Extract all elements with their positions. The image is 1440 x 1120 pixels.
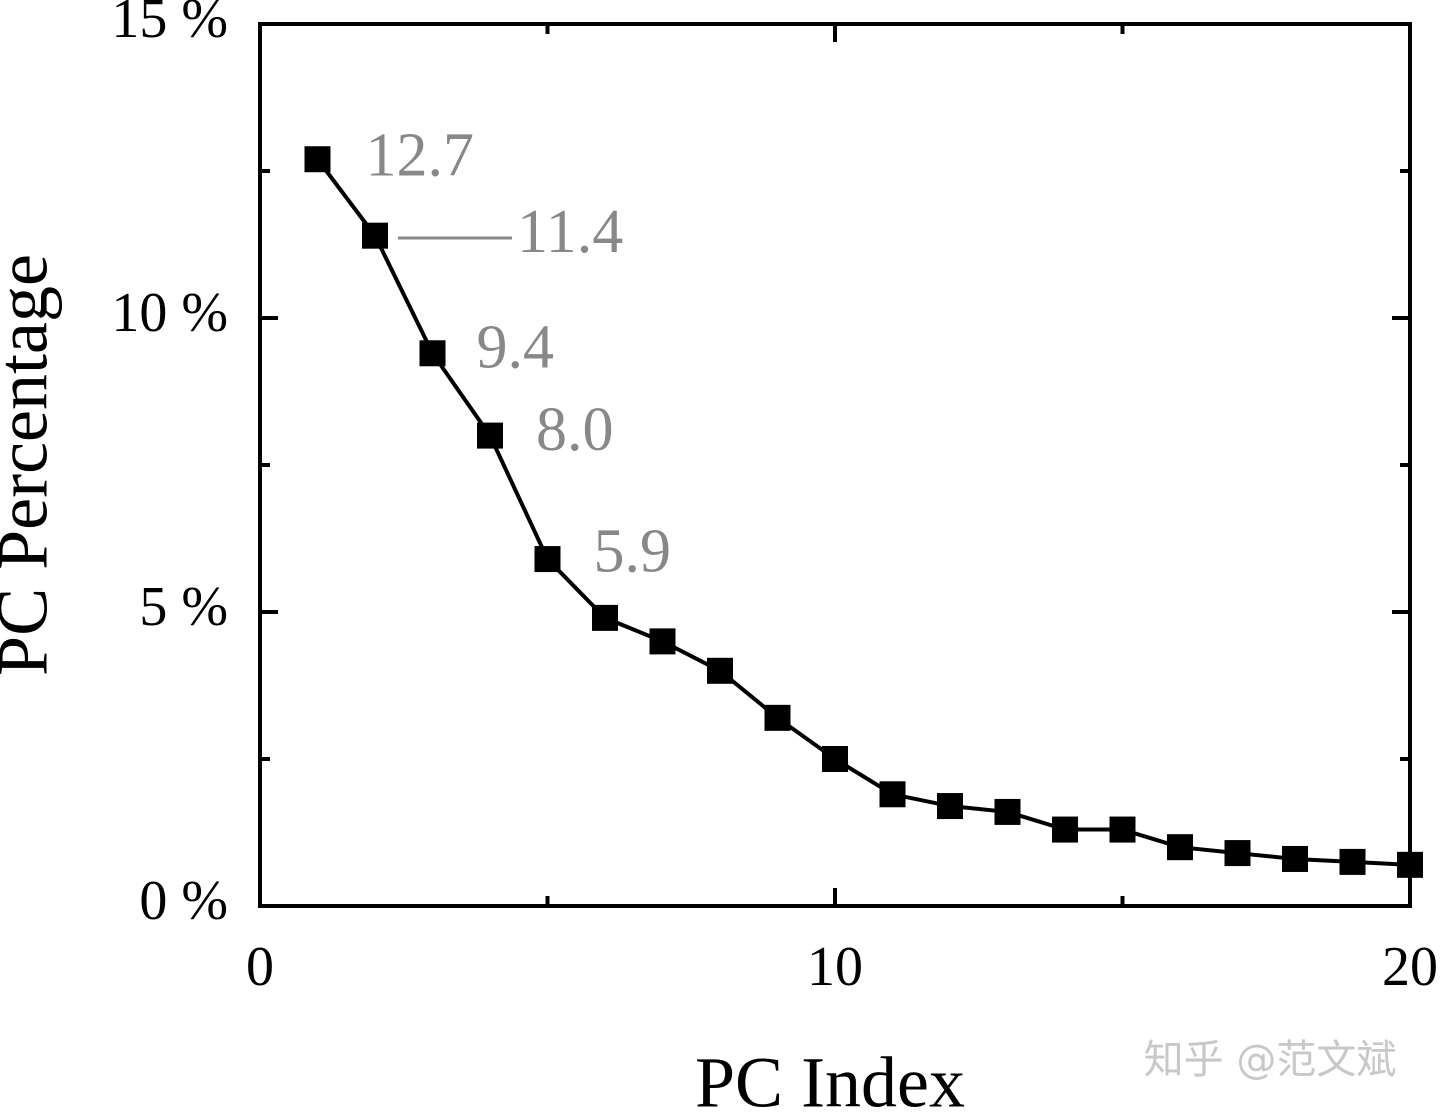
data-point	[534, 546, 561, 573]
value-label: 11.4	[517, 198, 623, 266]
data-point	[822, 746, 848, 772]
data-point	[879, 781, 906, 808]
x-tick-label: 10	[807, 936, 863, 998]
data-point	[1397, 851, 1423, 878]
data-point	[707, 657, 733, 684]
value-label: 9.4	[477, 314, 555, 382]
data-point	[477, 422, 503, 449]
value-label: 5.9	[594, 517, 672, 585]
data-point	[419, 340, 446, 367]
y-tick-label: 0 %	[139, 870, 228, 932]
value-label: 12.7	[366, 121, 475, 189]
data-point	[1052, 816, 1078, 843]
value-label: 8.0	[536, 396, 614, 464]
data-point	[362, 222, 388, 249]
data-point	[994, 798, 1021, 825]
data-point	[1224, 840, 1251, 867]
data-line	[315, 158, 1411, 867]
data-point	[1109, 816, 1136, 843]
x-tick-label: 0	[246, 936, 274, 998]
data-point	[1339, 848, 1366, 875]
watermark: 知乎 @范文斌	[1144, 1037, 1397, 1083]
y-tick-label: 5 %	[139, 576, 228, 638]
data-point	[1167, 834, 1193, 861]
data-point	[649, 628, 676, 655]
data-point	[937, 793, 963, 820]
y-tick-label: 10 %	[111, 282, 228, 344]
data-point	[1282, 845, 1308, 872]
data-point	[592, 604, 618, 631]
x-axis-title: PC Index	[695, 1043, 965, 1120]
data-point	[304, 146, 331, 173]
x-tick-label: 20	[1382, 936, 1438, 998]
y-tick-label: 15 %	[111, 0, 228, 50]
y-axis-title: PC Percentage	[0, 254, 63, 676]
data-point	[764, 704, 791, 731]
